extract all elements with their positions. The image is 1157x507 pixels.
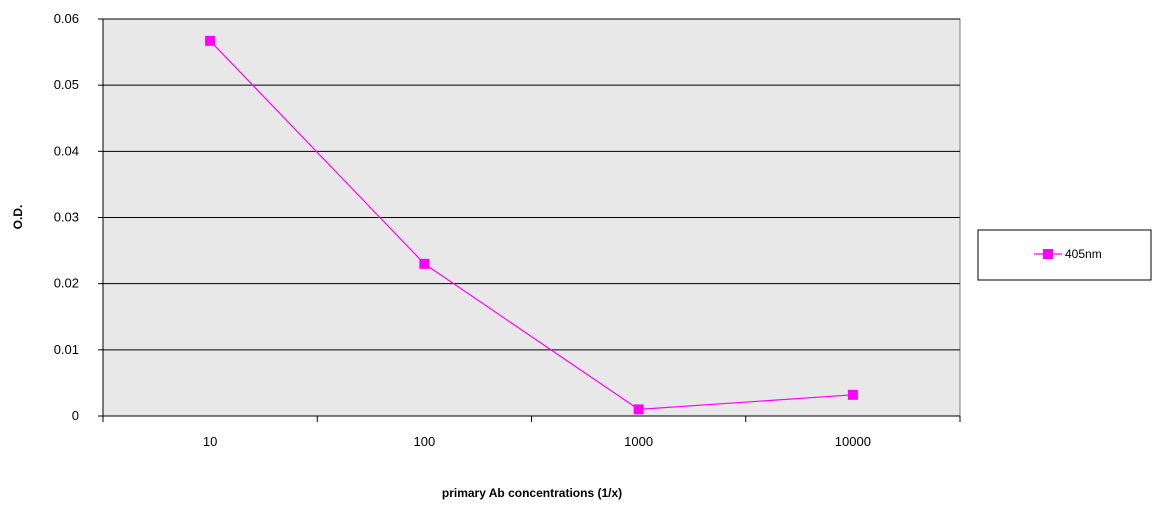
legend-marker [1043, 249, 1053, 259]
legend: 405nm [977, 229, 1152, 281]
y-axis-title: O.D. [11, 205, 25, 230]
data-point [419, 258, 430, 269]
x-tick-label: 10 [203, 434, 217, 449]
data-point [847, 389, 858, 400]
y-tick-labels: 0 0.01 0.02 0.03 0.04 0.05 0.06 [54, 11, 79, 423]
y-tick-label: 0.04 [54, 143, 79, 158]
x-axis-title: primary Ab concentrations (1/x) [442, 486, 622, 500]
axes [98, 18, 961, 422]
y-tick-label: 0 [72, 408, 79, 423]
gridlines [103, 18, 960, 351]
series [205, 35, 858, 415]
y-tick-label: 0.06 [54, 11, 79, 26]
y-tick-label: 0.01 [54, 342, 79, 357]
legend-label: 405nm [1065, 247, 1102, 261]
x-tick-label: 10000 [835, 434, 871, 449]
x-tick-labels: 10 100 1000 10000 [203, 434, 871, 449]
y-tick-label: 0.03 [54, 210, 79, 225]
y-tick-label: 0.02 [54, 276, 79, 291]
legend-box [977, 229, 1152, 281]
series-line [209, 40, 853, 411]
y-tick-label: 0.05 [54, 77, 79, 92]
data-point [205, 35, 216, 46]
x-tick-label: 100 [414, 434, 436, 449]
data-point [633, 404, 644, 415]
x-tick-label: 1000 [624, 434, 653, 449]
